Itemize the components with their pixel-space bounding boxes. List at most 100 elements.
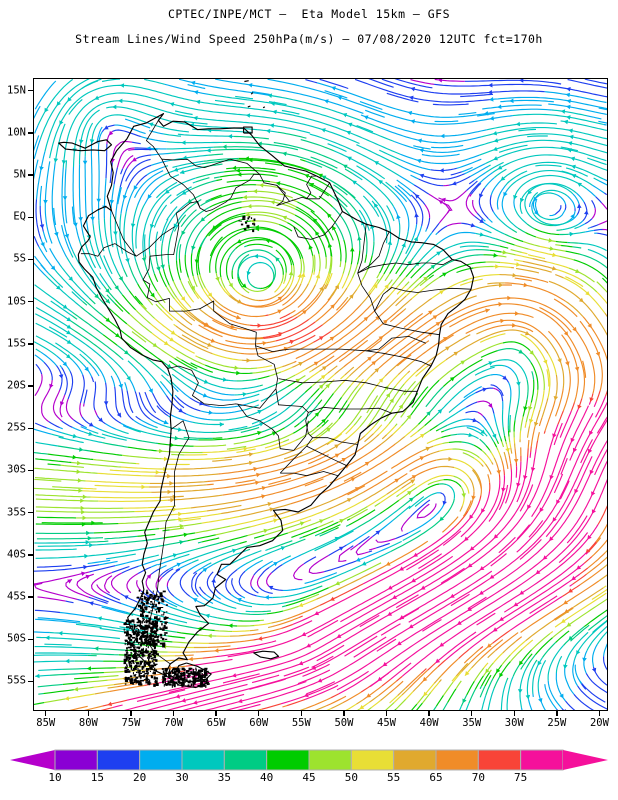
streamline-segment [34,702,45,705]
streamline-segment [394,188,408,203]
streamline-segment [379,499,400,514]
streamline-arrow [244,156,249,161]
streamline-segment [158,576,163,583]
streamline-segment [175,349,206,366]
streamline-segment [80,426,93,432]
streamline-arrow [183,532,189,538]
colorbar-over-arrow [563,750,608,770]
streamline-segment [319,79,349,90]
island-speckle [145,661,149,665]
streamline-arrow [357,236,362,241]
island-speckle [137,672,140,674]
streamline-segment [572,587,604,608]
island-speckle [202,679,205,682]
streamline-arrow [178,408,184,413]
island-speckle [140,624,143,627]
streamline-segment [520,707,523,710]
streamline-arrow [299,521,305,526]
island-speckle [155,630,157,633]
island-speckle [153,630,155,633]
island-speckle [158,607,161,610]
streamline-segment [564,631,589,667]
streamline-segment [112,140,133,161]
streamline-arrow [190,285,195,291]
streamline-segment [144,79,165,85]
island-speckle [171,684,173,688]
political-border [178,365,277,409]
streamline-segment [259,567,270,577]
y-tick-label-5s: 5S [13,252,26,265]
island-speckle [153,620,155,622]
island-speckle [141,641,144,645]
streamline-arrow [347,122,353,127]
streamline-arrow [364,461,370,466]
streamline-segment [34,487,83,492]
island-speckle [124,667,127,669]
island-speckle [152,650,155,654]
streamline-segment [85,300,104,317]
island-speckle [153,654,156,658]
colorbar-segment [435,749,479,771]
island-speckle [165,681,166,684]
island-speckle [193,674,196,677]
streamline-arrow [435,658,441,664]
streamline-arrow [193,115,198,121]
island-speckle [132,626,134,629]
island-speckle [146,675,148,677]
streamline-segment [398,298,413,311]
island-speckle [133,675,136,677]
streamline-segment [547,353,557,376]
streamline-segment [490,436,495,443]
streamline-segment [35,618,78,624]
colorbar-tick-label-30: 30 [175,771,189,784]
x-tick-label-40w: 40W [419,717,439,729]
streamline-segment [108,308,128,325]
streamline-segment [34,631,50,634]
island-speckle [132,636,136,639]
streamline-segment [585,551,589,555]
y-tick-mark [28,511,33,514]
streamline-segment [481,695,487,710]
streamline-segment [102,595,122,604]
streamline-arrow [181,230,186,236]
streamline-segment [250,585,259,594]
streamline-segment [502,427,506,436]
island-speckle [148,611,151,614]
x-tick-label-70w: 70W [164,717,184,729]
streamline-segment [284,272,287,282]
streamline-segment [505,441,508,445]
streamline-segment [379,149,401,161]
streamline-arrow [492,131,498,136]
streamline-segment [539,306,572,333]
streamline-segment [229,294,240,303]
streamline-segment [272,588,316,599]
streamline-arrow [549,536,554,542]
streamline-segment [401,524,599,677]
streamline-arrow [156,266,161,272]
streamline-segment [315,422,333,438]
streamline-segment [461,497,465,507]
streamline-segment [191,179,217,190]
streamline-arrow [319,286,324,292]
streamline-segment [554,388,564,417]
island-speckle [146,642,148,644]
streamline-segment [43,689,74,695]
streamline-segment [219,173,278,178]
streamline-segment [35,348,42,353]
island-speckle [153,671,155,673]
streamline-segment [384,389,407,422]
streamline-segment [400,159,431,171]
streamline-segment [580,279,598,293]
streamline-segment [510,447,513,454]
streamline-segment [109,684,145,692]
island-speckle [134,678,136,680]
streamline-segment [465,401,478,408]
streamline-segment [34,159,39,180]
streamline-arrow [277,296,283,301]
streamline-segment [572,246,582,249]
island-speckle [128,620,132,624]
streamline-segment [474,215,483,222]
streamline-segment [112,129,141,138]
streamline-segment [437,659,447,668]
streamline-segment [35,548,77,551]
